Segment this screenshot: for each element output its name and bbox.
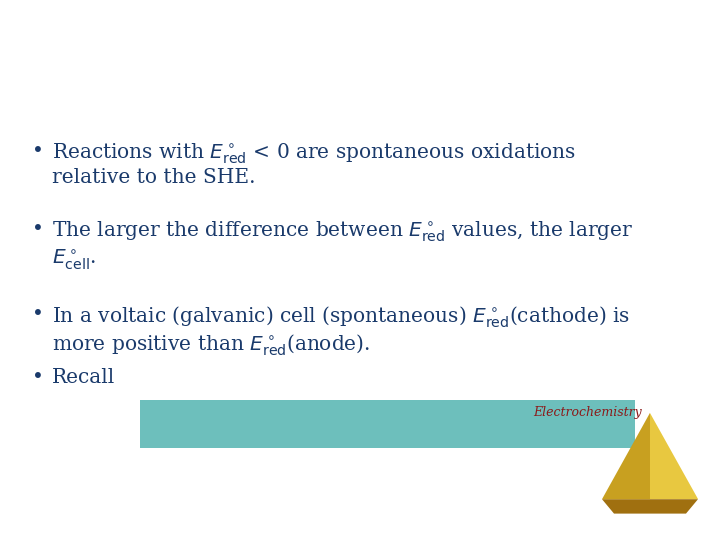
Polygon shape [602,499,698,514]
Bar [140,400,635,448]
Text: Reactions with $E^\circ_{\mathrm{red}}$ < 0 are spontaneous oxidations: Reactions with $E^\circ_{\mathrm{red}}$ … [52,142,576,166]
Text: •: • [32,142,44,161]
Text: Recall: Recall [52,368,115,387]
Text: more positive than $E^\circ_{\mathrm{red}}$(anode).: more positive than $E^\circ_{\mathrm{red… [52,332,370,357]
Text: The larger the difference between $E^\circ_{\mathrm{red}}$ values, the larger: The larger the difference between $E^\ci… [52,220,633,245]
Text: Electrochemistry: Electrochemistry [534,406,642,419]
Text: •: • [32,220,44,239]
Text: In a voltaic (galvanic) cell (spontaneous) $E^\circ_{\mathrm{red}}$(cathode) is: In a voltaic (galvanic) cell (spontaneou… [52,305,630,330]
Text: $E^\circ_{\mathrm{cell}}$.: $E^\circ_{\mathrm{cell}}$. [52,248,96,272]
Polygon shape [650,413,698,499]
Text: relative to the SHE.: relative to the SHE. [52,168,256,187]
Text: •: • [32,305,44,324]
Text: •: • [32,368,44,387]
Polygon shape [602,413,650,499]
